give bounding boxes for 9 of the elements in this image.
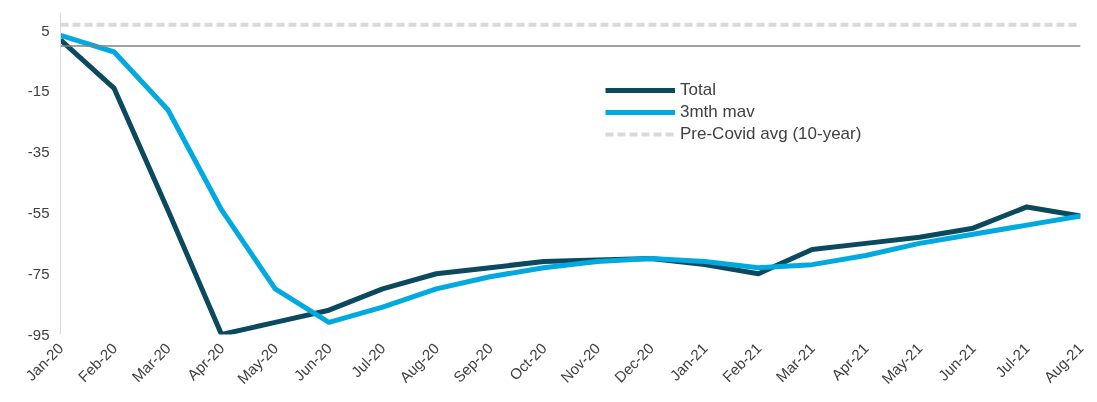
legend-label: Pre-Covid avg (10-year) — [680, 124, 862, 144]
y-tick-label: 5 — [41, 21, 50, 39]
legend-label: Total — [680, 80, 716, 100]
y-tick-label: -35 — [27, 143, 50, 161]
y-tick-label: -15 — [27, 82, 50, 100]
legend-label: 3mth mav — [680, 102, 755, 122]
y-tick-label: -95 — [27, 325, 50, 343]
y-tick-label: -75 — [27, 264, 50, 282]
y-tick-label: -55 — [27, 203, 50, 221]
